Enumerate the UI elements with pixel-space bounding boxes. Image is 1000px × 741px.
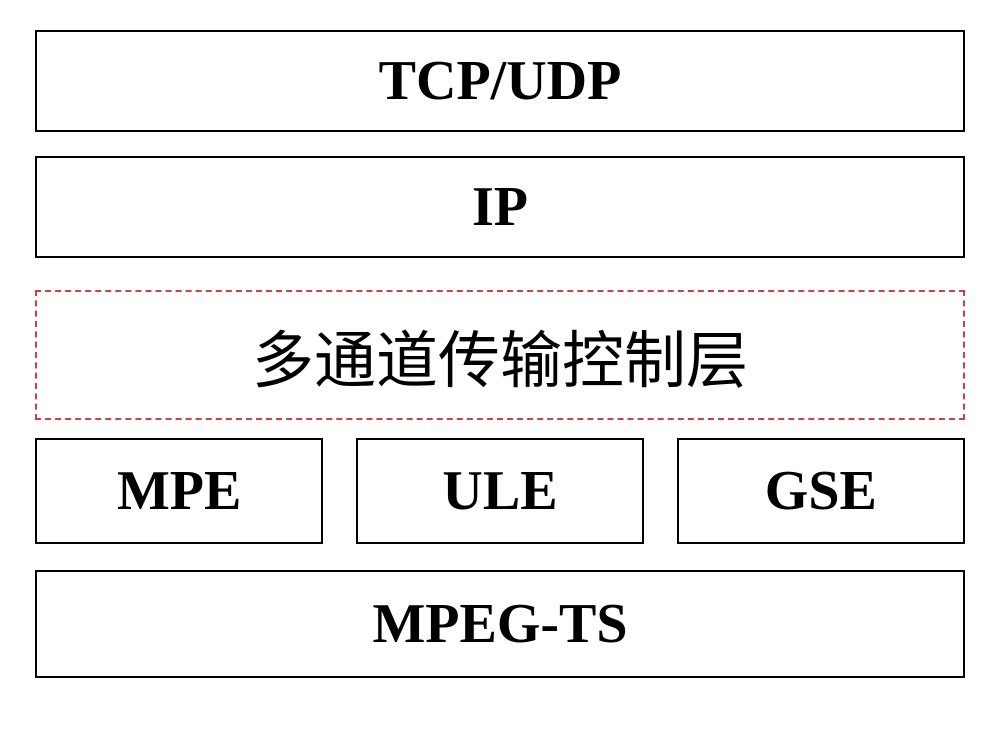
tcp-udp-label: TCP/UDP: [379, 49, 622, 113]
protocol-row: MPE ULE GSE: [35, 438, 965, 544]
multichannel-control-layer: 多通道传输控制层: [35, 290, 965, 420]
mpeg-ts-layer: MPEG-TS: [35, 570, 965, 678]
tcp-udp-layer: TCP/UDP: [35, 30, 965, 132]
gse-box: GSE: [677, 438, 965, 544]
mpe-box: MPE: [35, 438, 323, 544]
ule-box: ULE: [356, 438, 644, 544]
mpe-label: MPE: [117, 459, 241, 523]
multichannel-label: 多通道传输控制层: [252, 310, 748, 400]
mpeg-ts-label: MPEG-TS: [372, 592, 627, 656]
ip-layer: IP: [35, 156, 965, 258]
gse-label: GSE: [765, 459, 877, 523]
ip-label: IP: [472, 175, 528, 239]
ule-label: ULE: [442, 459, 557, 523]
